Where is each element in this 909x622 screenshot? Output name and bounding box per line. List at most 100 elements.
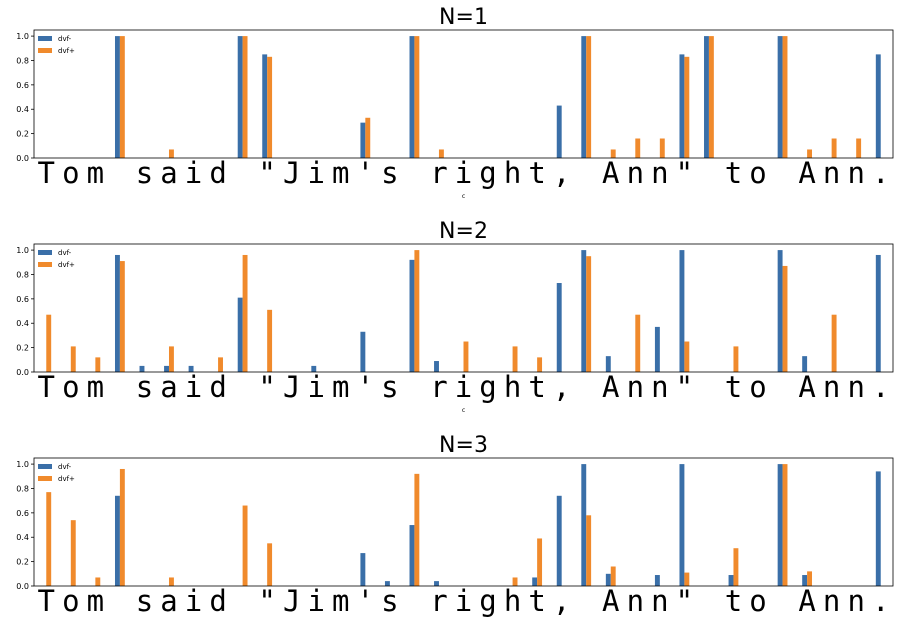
x-tick-label: t	[528, 584, 545, 618]
bar-dvf--26	[679, 54, 685, 158]
x-tick-label: J	[283, 584, 300, 618]
x-tick-label: .	[872, 370, 889, 404]
bar-dvf+-25	[659, 138, 665, 158]
bar-dvf+-13	[365, 117, 371, 158]
x-tick-label: t	[528, 156, 545, 190]
x-tick-label: '	[357, 584, 374, 618]
x-tick-label: i	[455, 156, 472, 190]
bar-dvf+-15	[414, 36, 420, 158]
x-tick-label: d	[209, 156, 226, 190]
bar-dvf--23	[605, 573, 611, 586]
y-tick-label: 0.4	[16, 105, 29, 114]
bar-dvf+-3	[119, 36, 125, 158]
bar-dvf--21	[556, 495, 562, 586]
x-tick-label: o	[62, 370, 79, 404]
bar-dvf+-15	[414, 473, 420, 586]
bar-dvf+-26	[684, 56, 690, 158]
x-tick-label: A	[798, 584, 815, 618]
x-tick-label: s	[136, 156, 153, 190]
bar-dvf--22	[581, 250, 587, 372]
bar-dvf+-7	[218, 357, 223, 372]
x-tick-label: .	[872, 584, 889, 618]
chart-title: N=1	[439, 5, 488, 30]
x-tick-label: '	[357, 156, 374, 190]
bar-dvf+-30	[782, 464, 788, 586]
x-tick-label: i	[185, 370, 202, 404]
x-tick-label: g	[479, 584, 496, 618]
x-tick-label: d	[209, 584, 226, 618]
bar-dvf--34	[875, 54, 881, 158]
bar-dvf--3	[114, 495, 120, 586]
x-tick-label: m	[87, 156, 104, 190]
bar-dvf--22	[581, 464, 587, 586]
legend-label: dvf-	[58, 249, 72, 257]
x-tick-label: r	[430, 156, 447, 190]
bar-dvf+-9	[267, 56, 273, 158]
x-tick-label: i	[455, 370, 472, 404]
x-tick-label: J	[283, 156, 300, 190]
bar-dvf--21	[556, 105, 562, 158]
bar-dvf--6	[188, 365, 194, 372]
x-tick-label: "	[258, 156, 275, 190]
bar-dvf+-31	[807, 571, 813, 586]
bar-dvf--23	[605, 356, 611, 372]
bar-dvf--26	[679, 250, 685, 372]
bar-dvf--4	[139, 365, 145, 372]
x-tick-label: n	[823, 370, 840, 404]
x-tick-label: g	[479, 370, 496, 404]
bar-dvf--16	[434, 581, 439, 586]
x-tick-label: h	[504, 156, 521, 190]
bar-dvf+-20	[537, 357, 543, 372]
y-tick-label: 1.0	[16, 246, 29, 255]
bar-dvf+-22	[586, 515, 592, 586]
bar-dvf--11	[311, 365, 317, 372]
x-tick-label: o	[62, 584, 79, 618]
x-tick-label: h	[504, 584, 521, 618]
x-tick-label: a	[160, 370, 177, 404]
bar-dvf--20	[532, 577, 538, 586]
bar-dvf+-8	[242, 505, 248, 586]
bar-dvf--15	[409, 259, 415, 372]
bar-dvf+-8	[242, 254, 248, 372]
bar-dvf+-8	[242, 36, 248, 158]
y-tick-label: 0.2	[16, 130, 29, 139]
x-tick-label: t	[725, 156, 742, 190]
legend-label: dvf+	[58, 261, 75, 269]
x-axis-label: c	[462, 193, 465, 200]
x-tick-label: s	[381, 156, 398, 190]
x-tick-label: n	[627, 370, 644, 404]
legend-label: dvf-	[58, 35, 72, 43]
x-tick-label: n	[627, 156, 644, 190]
bar-dvf+-1	[70, 346, 76, 372]
bar-dvf--21	[556, 283, 562, 372]
y-tick-label: 0.2	[16, 344, 29, 353]
bar-dvf--28	[728, 575, 734, 586]
x-tick-label: r	[430, 370, 447, 404]
x-tick-label: d	[209, 370, 226, 404]
x-tick-label: i	[308, 584, 325, 618]
x-tick-label: T	[38, 584, 55, 618]
x-tick-label: i	[185, 584, 202, 618]
bar-dvf+-22	[586, 36, 592, 158]
legend-label: dvf+	[58, 47, 75, 55]
x-tick-label: i	[185, 156, 202, 190]
bar-dvf--31	[802, 356, 808, 372]
legend-label: dvf+	[58, 475, 75, 483]
legend: dvf-dvf+	[38, 463, 75, 483]
x-tick-label: n	[847, 584, 864, 618]
y-tick-label: 0.0	[16, 154, 29, 163]
bar-dvf+-22	[586, 256, 592, 372]
bar-dvf+-17	[463, 341, 469, 372]
plot-frame	[33, 29, 894, 159]
x-tick-label: h	[504, 370, 521, 404]
x-tick-label: .	[872, 156, 889, 190]
x-tick-label: o	[749, 584, 766, 618]
y-tick-label: 0.8	[16, 56, 29, 65]
y-tick-label: 0.0	[16, 368, 29, 377]
x-tick-label: o	[62, 156, 79, 190]
x-tick-label: "	[258, 370, 275, 404]
y-tick-label: 0.2	[16, 558, 29, 567]
bar-dvf--16	[434, 361, 439, 372]
bar-dvf--3	[114, 36, 120, 158]
